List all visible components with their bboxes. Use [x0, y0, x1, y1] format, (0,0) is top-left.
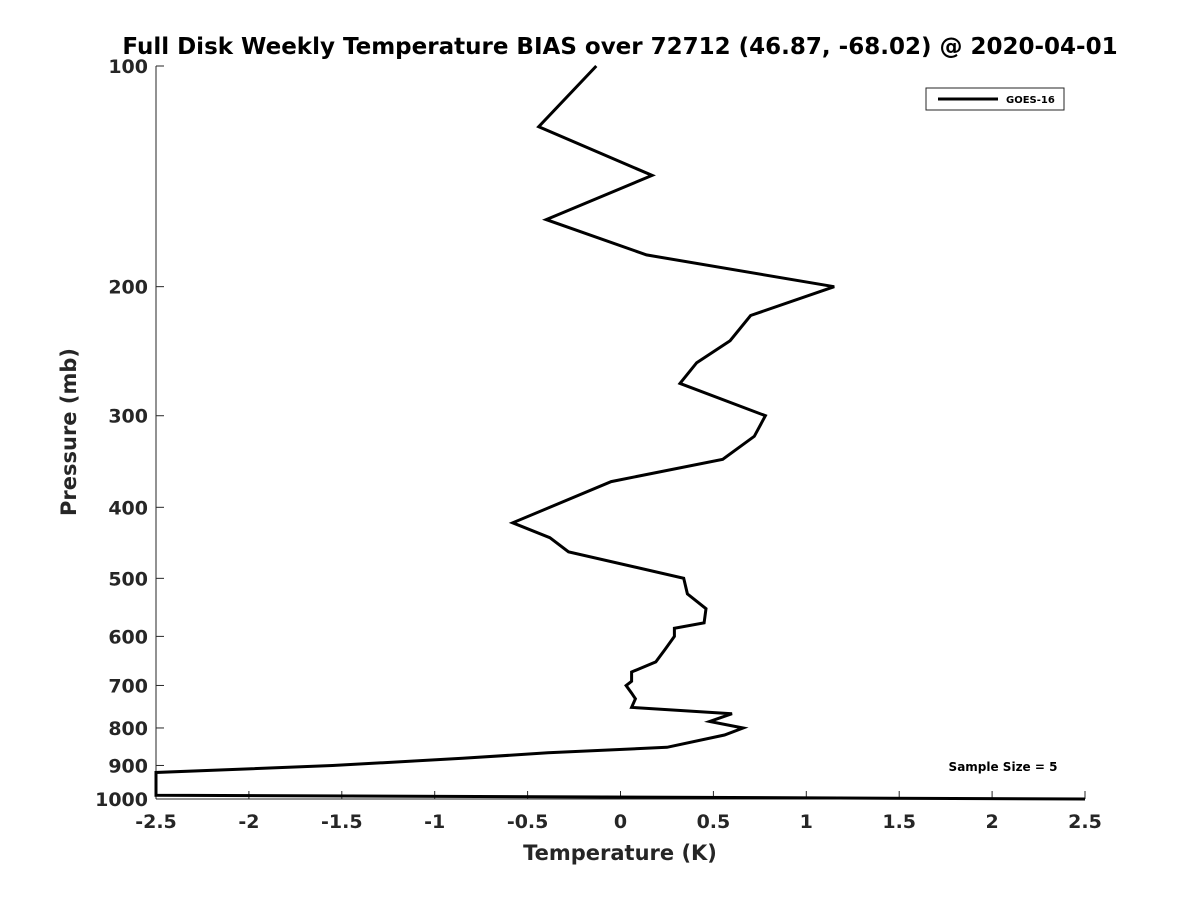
y-tick-label: 700	[108, 675, 148, 697]
y-tick-label: 400	[108, 497, 148, 519]
x-tick-label: 1	[800, 811, 813, 833]
x-tick-label: -2.5	[135, 811, 177, 833]
y-tick-label: 100	[108, 56, 148, 78]
y-ticks: 100 200 300 400 500 600 700 800 900 1000	[95, 56, 164, 811]
x-axis-label: Temperature (K)	[523, 841, 717, 865]
y-tick-label: 800	[108, 718, 148, 740]
y-tick-label: 300	[108, 406, 148, 428]
chart-title: Full Disk Weekly Temperature BIAS over 7…	[122, 34, 1117, 60]
x-ticks: -2.5 -2 -1.5 -1 -0.5 0 0.5 1 1.5 2 2.5	[135, 791, 1102, 833]
x-tick-label: 0.5	[697, 811, 731, 833]
x-tick-label: 1.5	[882, 811, 916, 833]
x-tick-label: -2	[238, 811, 259, 833]
x-tick-label: -0.5	[507, 811, 549, 833]
x-tick-label: 2.5	[1068, 811, 1102, 833]
x-tick-label: 0	[614, 811, 627, 833]
x-tick-label: 2	[985, 811, 998, 833]
legend-label-goes-16: GOES-16	[1006, 95, 1055, 106]
y-tick-label: 500	[108, 568, 148, 590]
legend: GOES-16	[925, 87, 1065, 111]
x-tick-label: -1.5	[321, 811, 363, 833]
series-line-goes-16	[154, 64, 1086, 801]
y-tick-label: 200	[108, 277, 148, 299]
y-axis-label: Pressure (mb)	[57, 348, 81, 516]
y-tick-label: 900	[108, 755, 148, 777]
x-tick-label: -1	[424, 811, 445, 833]
y-tick-label: 1000	[95, 789, 148, 811]
plot-area: -2.5 -2 -1.5 -1 -0.5 0 0.5 1 1.5 2 2.5 100 200 300 40…	[95, 56, 1102, 833]
sample-size-annotation: Sample Size = 5	[949, 760, 1058, 774]
y-tick-label: 600	[108, 626, 148, 648]
